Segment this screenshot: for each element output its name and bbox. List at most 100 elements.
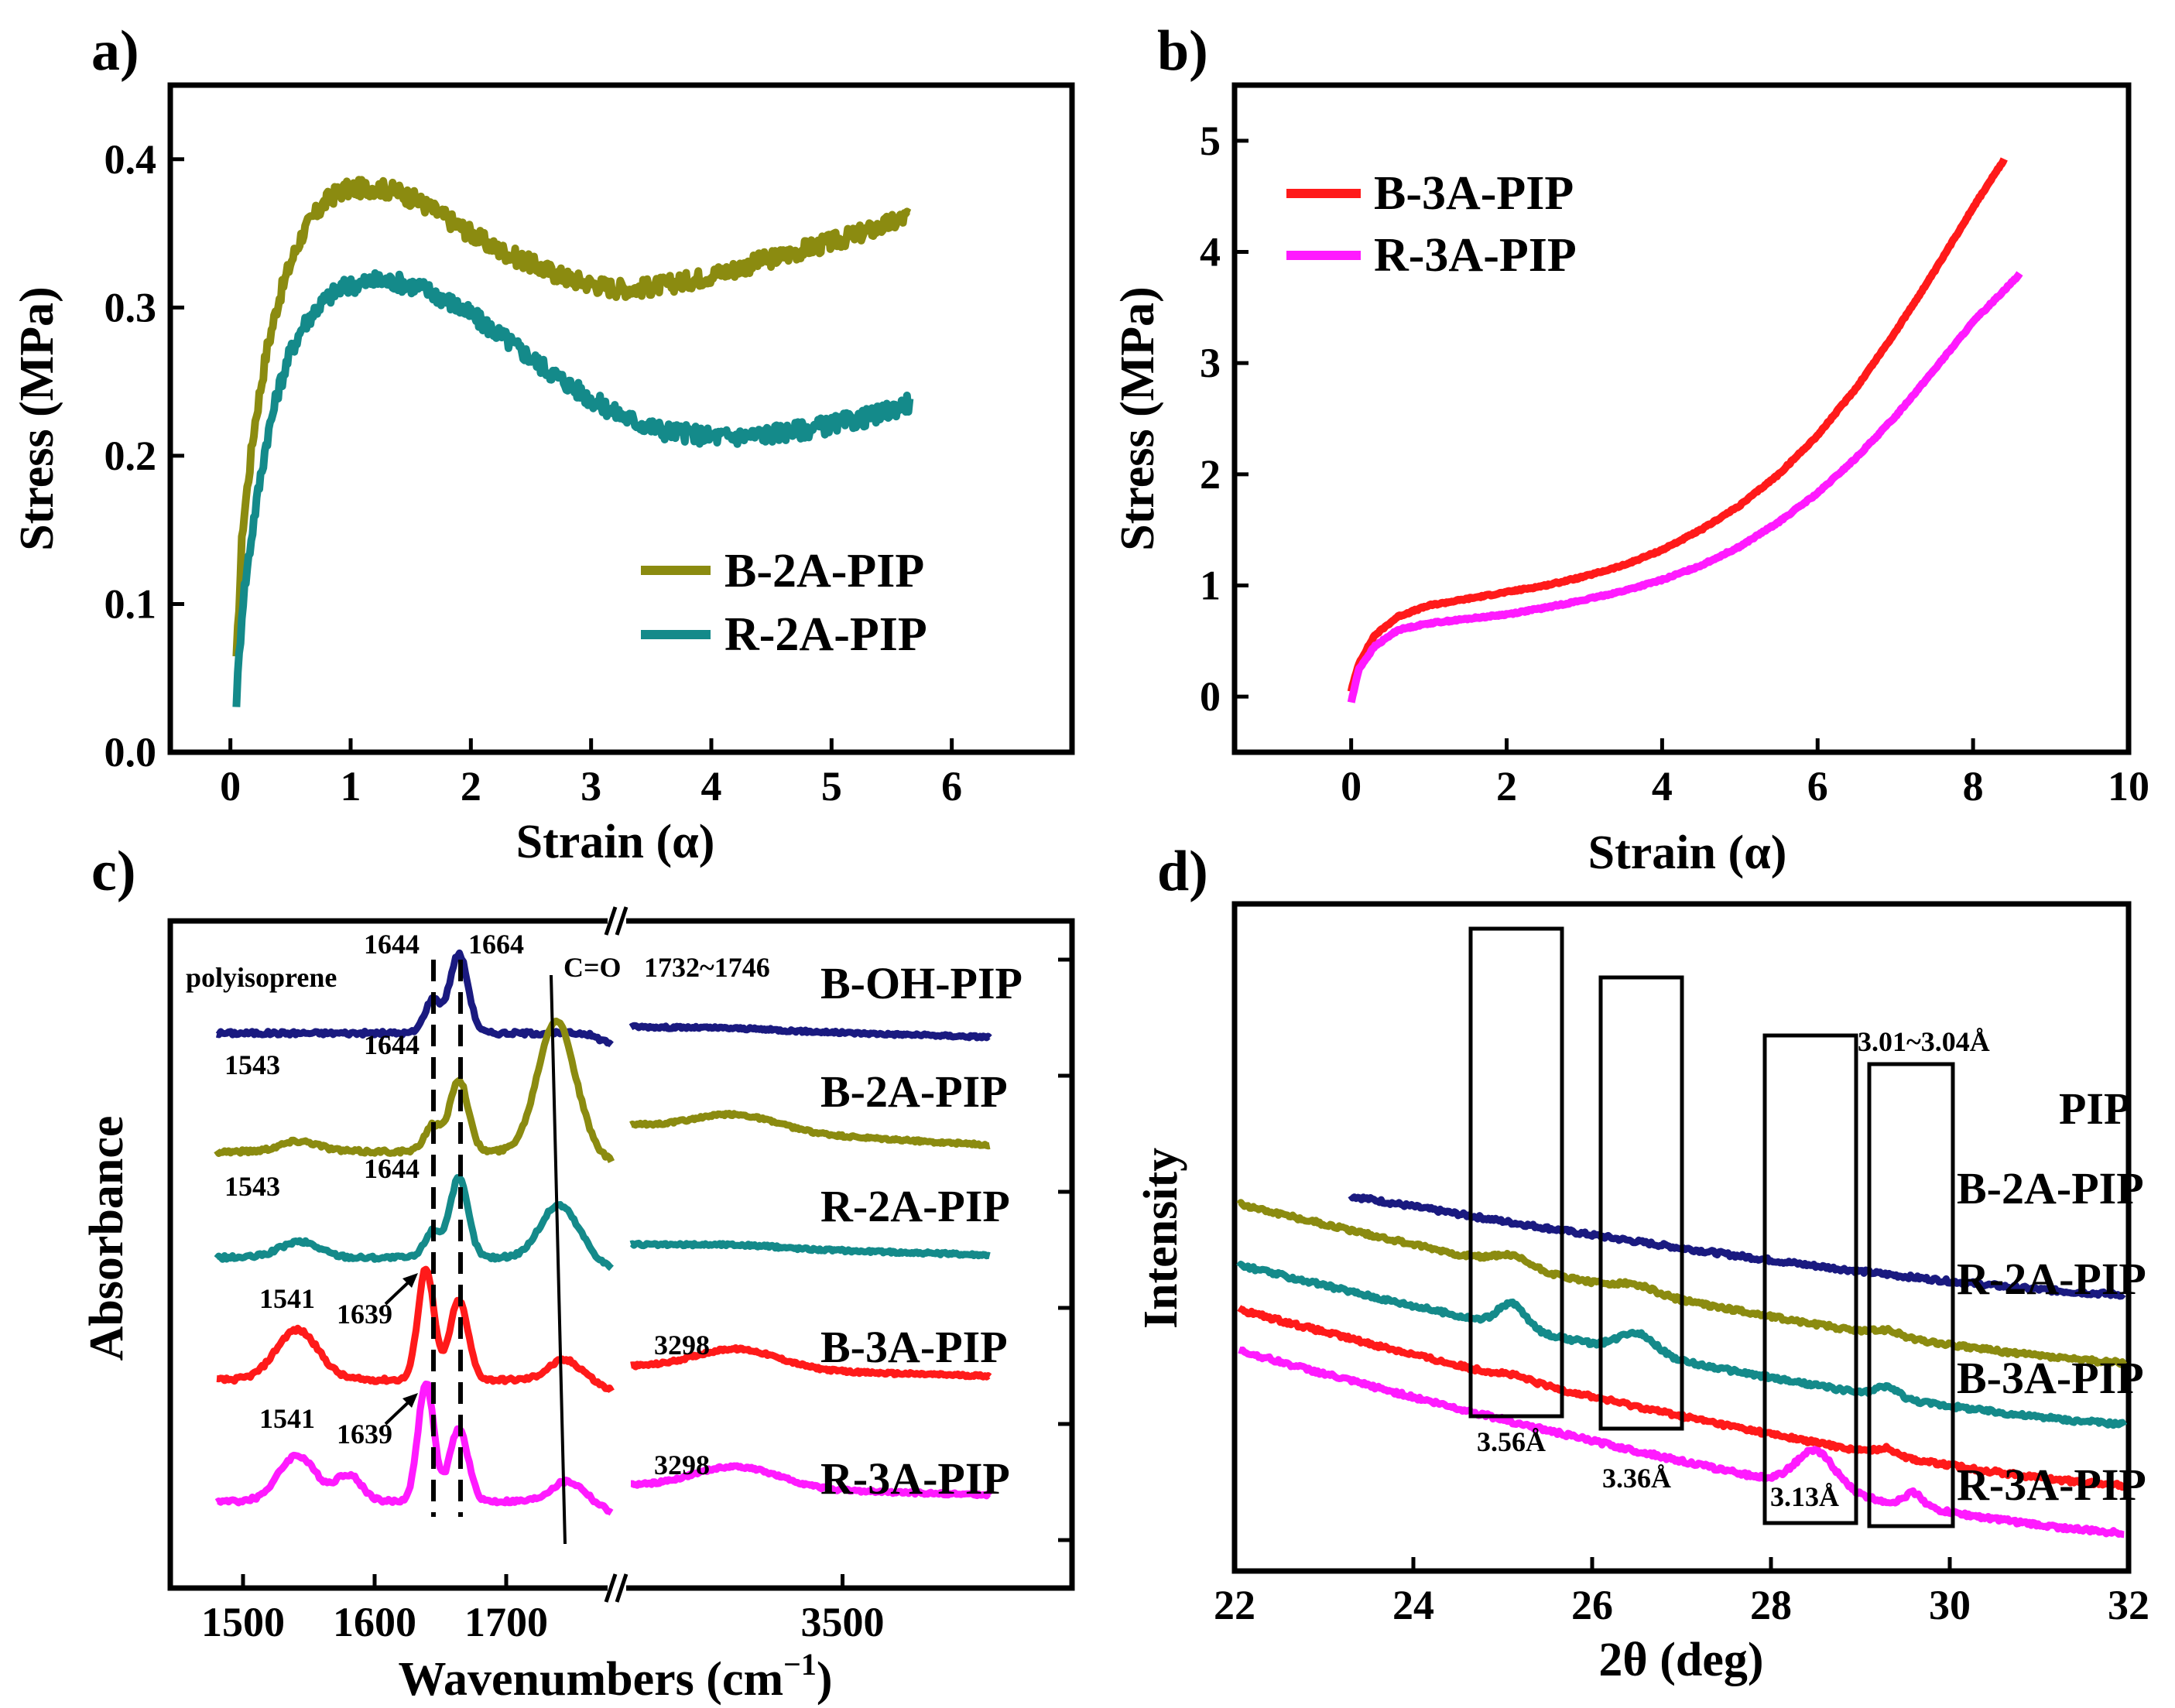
legend-label-b-2a-pip: B-2A-PIP	[724, 545, 924, 597]
sample-label-r-3a-pip-d: R-3A-PIP	[1957, 1460, 2146, 1510]
panel-a-xlabel: Strain (α)	[516, 816, 715, 868]
panel-a-ticks: 0 1 2 3 4 5 6 0.0 0.1 0.2 0.3 0.4	[104, 136, 963, 810]
legend-label-r-2a-pip: R-2A-PIP	[724, 608, 927, 661]
x-tick-label: 4	[1652, 763, 1673, 810]
panel-d: d) 22 24 26 28 30 32 3.56Å 3.36Å 3.13Å 3.01~3…	[1135, 840, 2149, 1686]
pattern-line-r-3a-pip	[1237, 1346, 2126, 1539]
x-tick-label: 30	[1929, 1582, 1971, 1628]
x-tick-label: 1	[341, 763, 361, 810]
panel-d-label: d)	[1157, 840, 1208, 903]
panel-c: c) 1500 1600 1700 3500 polyisoprene 1644 16…	[80, 840, 1075, 1706]
peak-box-336	[1598, 975, 1684, 1431]
sample-label-pip: PIP	[2059, 1083, 2131, 1134]
x-tick-label: 1500	[201, 1599, 285, 1645]
series-line-r-3a-pip	[1347, 271, 2023, 703]
y-tick-label: 0.3	[104, 284, 157, 330]
panel-b-ylabel: Stress (MPa)	[1111, 286, 1164, 550]
panel-a-frame	[167, 82, 1075, 755]
arrow-1639-b	[384, 1393, 418, 1426]
panel-b-ticks: 0 2 4 6 8 10 0 1 2 3 4 5	[1200, 118, 2149, 810]
annotation-1543-b: 1543	[224, 1171, 280, 1202]
sample-label-b-oh-pip: B-OH-PIP	[820, 958, 1022, 1008]
x-tick-label: 5	[821, 763, 842, 810]
panel-a-lines	[232, 176, 914, 707]
panel-c-lines	[214, 949, 993, 1516]
sample-label-r-2a-pip: R-2A-PIP	[820, 1181, 1010, 1231]
x-tick-label: 2	[1496, 763, 1517, 810]
y-tick-label: 0.4	[104, 136, 157, 183]
pattern-line-pip	[1348, 1193, 2126, 1300]
annotation-1541-a: 1541	[259, 1283, 315, 1314]
x-tick-label: 2	[461, 763, 481, 810]
panel-c-ylabel: Absorbance	[80, 1116, 133, 1361]
series-line-b-3a-pip	[1347, 157, 2008, 693]
legend-label-r-3a-pip: R-3A-PIP	[1374, 229, 1577, 282]
spectrum-left-r-2a-pip	[214, 1174, 614, 1272]
panel-a-label: a)	[91, 19, 139, 83]
x-tick-label: 22	[1214, 1582, 1255, 1628]
panel-b-lines	[1347, 157, 2023, 703]
y-tick-label: 2	[1200, 451, 1221, 498]
x-tick-label: 3500	[801, 1599, 885, 1645]
spectrum-right-b-oh-pip	[629, 1022, 992, 1042]
y-tick-label: 4	[1200, 229, 1221, 276]
sample-label-r-3a-pip: R-3A-PIP	[820, 1453, 1010, 1504]
axis-break-top	[604, 906, 629, 936]
x-tick-label: 10	[2108, 763, 2149, 810]
sample-label-b-2a-pip-d: B-2A-PIP	[1957, 1163, 2144, 1213]
annotation-1664: 1664	[468, 929, 524, 960]
x-tick-label: 1600	[333, 1599, 416, 1645]
peak-box-313	[1762, 1033, 1858, 1525]
spectrum-right-b-3a-pip	[629, 1344, 992, 1381]
y-tick-label: 0	[1200, 673, 1221, 720]
axis-break-bottom	[604, 1573, 629, 1603]
arrow-1639-a	[384, 1273, 418, 1306]
y-tick-label: 3	[1200, 340, 1221, 386]
annotation-3298-b: 3298	[654, 1450, 710, 1480]
y-tick-label: 0.0	[104, 729, 157, 775]
spectrum-left-b-2a-pip	[214, 1017, 615, 1164]
panel-b: b) 0 2 4 6 8 10 0 1 2 3 4 5 Strain (α) Stress (MPa)…	[1111, 19, 2149, 879]
y-tick-label: 1	[1200, 563, 1221, 609]
sample-label-b-3a-pip: B-3A-PIP	[820, 1322, 1008, 1372]
annotation-1639-b: 1639	[337, 1419, 392, 1450]
y-tick-label: 0.2	[104, 433, 157, 479]
annotation-carbonyl: C=O	[563, 952, 622, 983]
spectrum-right-r-2a-pip	[629, 1239, 992, 1260]
spectrum-right-b-2a-pip	[629, 1110, 992, 1150]
annotation-1644-b: 1644	[364, 1029, 420, 1060]
box-label-313: 3.13Å	[1770, 1481, 1839, 1512]
box-label-336: 3.36Å	[1602, 1463, 1671, 1494]
x-tick-label: 1700	[464, 1599, 548, 1645]
panel-d-ticks: 22 24 26 28 30 32	[1214, 1557, 2149, 1628]
box-label-356: 3.56Å	[1477, 1426, 1546, 1457]
panel-a: a) 0 1 2 3 4 5 6 0.0 0.1 0.2 0.3 0.4 Strain (α) Str…	[11, 19, 1075, 868]
annotation-1644-c: 1644	[364, 1153, 420, 1184]
y-tick-label: 0.1	[104, 580, 157, 627]
annotation-1644-a: 1644	[364, 929, 420, 960]
panel-b-xlabel: Strain (α)	[1588, 827, 1787, 879]
x-tick-label: 6	[941, 763, 962, 810]
panel-a-legend: B-2A-PIP R-2A-PIP	[641, 545, 927, 661]
spectrum-right-r-3a-pip	[629, 1462, 993, 1500]
peak-box-356	[1468, 926, 1564, 1419]
x-tick-label: 28	[1750, 1582, 1792, 1628]
panel-d-frame	[1231, 901, 2132, 1574]
legend-label-b-3a-pip: B-3A-PIP	[1374, 167, 1574, 220]
x-tick-label: 0	[220, 763, 241, 810]
annotation-1732-1746: 1732~1746	[644, 952, 770, 983]
panel-d-ylabel: Intensity	[1135, 1148, 1187, 1329]
panel-d-xlabel: 2θ (deg)	[1598, 1634, 1763, 1686]
series-line-r-2a-pip	[232, 269, 914, 707]
x-tick-label: 24	[1392, 1582, 1434, 1628]
panel-b-legend: B-3A-PIP R-3A-PIP	[1286, 167, 1577, 282]
panel-c-xlabel: Wavenumbers (cm−1)	[398, 1647, 832, 1706]
x-tick-label: 3	[581, 763, 601, 810]
box-label-301-304: 3.01~3.04Å	[1858, 1026, 1990, 1057]
panel-c-ticks: 1500 1600 1700 3500	[201, 957, 1072, 1645]
x-tick-label: 32	[2108, 1582, 2149, 1628]
panel-a-ylabel: Stress (MPa)	[11, 286, 63, 550]
annotation-1541-b: 1541	[259, 1403, 315, 1434]
sample-label-b-2a-pip: B-2A-PIP	[820, 1066, 1008, 1117]
